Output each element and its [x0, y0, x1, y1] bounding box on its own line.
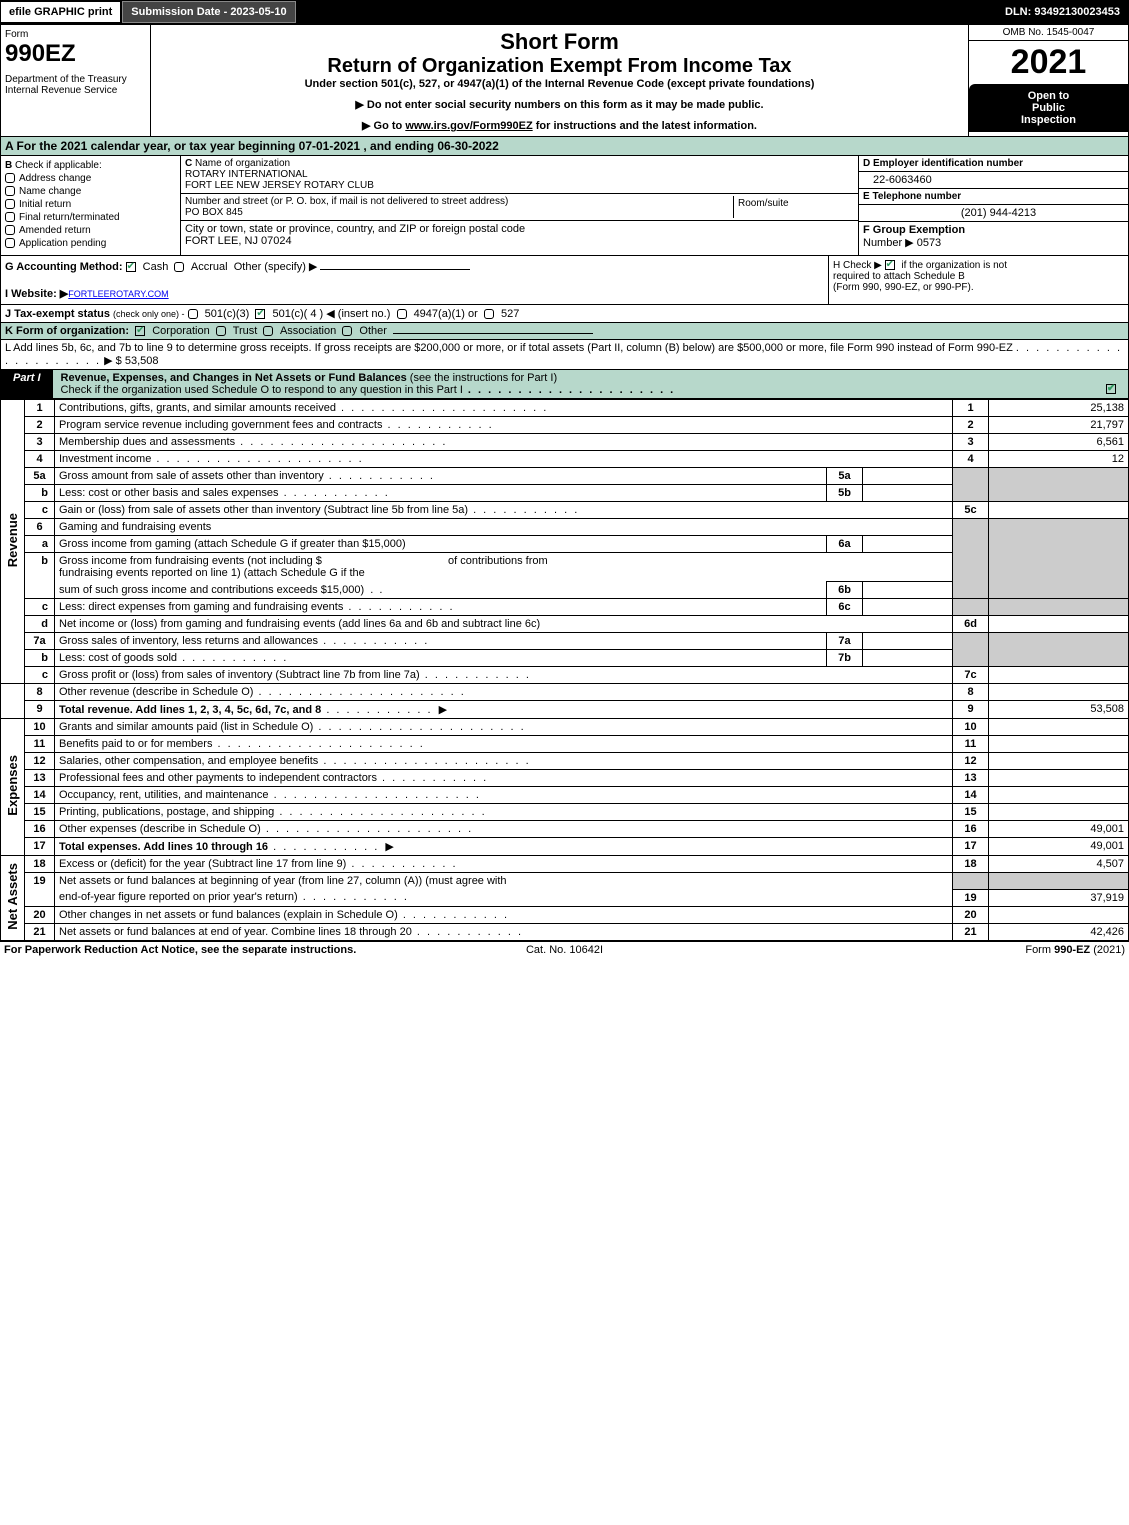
footer: For Paperwork Reduction Act Notice, see …	[0, 941, 1129, 958]
tax-year: 2021	[969, 41, 1128, 84]
org-city: FORT LEE, NJ 07024	[185, 235, 292, 247]
form-ref: Form 990-EZ (2021)	[751, 944, 1125, 956]
line-9-value: 53,508	[989, 701, 1129, 719]
omb-number: OMB No. 1545-0047	[969, 25, 1128, 41]
dept-treasury: Department of the Treasury	[5, 74, 146, 85]
form-header: Form 990EZ Department of the Treasury In…	[0, 24, 1129, 137]
paperwork-notice: For Paperwork Reduction Act Notice, see …	[4, 944, 378, 956]
revenue-side-label: Revenue	[1, 400, 25, 684]
section-c: C Name of organization ROTARY INTERNATIO…	[181, 156, 858, 255]
chk-527[interactable]	[484, 309, 494, 319]
chk-corp[interactable]	[135, 326, 145, 336]
org-name-1: ROTARY INTERNATIONAL	[185, 169, 308, 180]
chk-501c[interactable]	[255, 309, 265, 319]
inst-goto: ▶ Go to www.irs.gov/Form990EZ for instru…	[155, 119, 964, 132]
group-number: 0573	[917, 237, 941, 249]
chk-cash[interactable]	[126, 262, 136, 272]
irs-label: Internal Revenue Service	[5, 85, 146, 96]
chk-initial-return[interactable]: Initial return	[5, 199, 176, 210]
line-16-value: 49,001	[989, 821, 1129, 838]
line-4-value: 12	[989, 451, 1129, 468]
chk-address-change[interactable]: Address change	[5, 173, 176, 184]
expenses-side-label: Expenses	[1, 719, 25, 856]
submission-date-button[interactable]: Submission Date - 2023-05-10	[122, 1, 295, 23]
net-assets-side-label: Net Assets	[1, 856, 25, 941]
chk-other-org[interactable]	[342, 326, 352, 336]
return-title: Return of Organization Exempt From Incom…	[155, 55, 964, 78]
line-1-value: 25,138	[989, 400, 1129, 417]
chk-name-change[interactable]: Name change	[5, 186, 176, 197]
chk-application-pending[interactable]: Application pending	[5, 238, 176, 249]
cat-no: Cat. No. 10642I	[378, 944, 752, 956]
section-a: A For the 2021 calendar year, or tax yea…	[0, 137, 1129, 156]
ein-label: D Employer identification number	[863, 158, 1023, 169]
phone-label: E Telephone number	[863, 191, 961, 202]
irs-link[interactable]: www.irs.gov/Form990EZ	[405, 120, 532, 132]
section-k: K Form of organization: Corporation Trus…	[0, 323, 1129, 340]
part-1-table: Revenue 1 Contributions, gifts, grants, …	[0, 399, 1129, 941]
chk-accrual[interactable]	[174, 262, 184, 272]
form-label: Form	[5, 29, 146, 40]
subtitle: Under section 501(c), 527, or 4947(a)(1)…	[155, 78, 964, 90]
line-19-value: 37,919	[989, 889, 1129, 906]
chk-schedule-b[interactable]	[885, 260, 895, 270]
phone-value: (201) 944-4213	[859, 205, 1128, 221]
dln-text: DLN: 93492130023453	[997, 2, 1128, 22]
line-18-value: 4,507	[989, 856, 1129, 873]
room-suite-label: Room/suite	[734, 196, 854, 218]
group-exempt-label: F Group Exemption	[863, 224, 965, 236]
chk-schedule-o[interactable]	[1106, 384, 1116, 394]
open-inspection: Open to Public Inspection	[969, 84, 1128, 132]
city-label: City or town, state or province, country…	[185, 223, 525, 235]
chk-assoc[interactable]	[263, 326, 273, 336]
section-de: D Employer identification number 22-6063…	[858, 156, 1128, 255]
part-1-header: Part I Revenue, Expenses, and Changes in…	[0, 370, 1129, 399]
part-1-tag: Part I	[1, 370, 53, 398]
short-form-title: Short Form	[155, 29, 964, 55]
addr-label: Number and street (or P. O. box, if mail…	[185, 196, 508, 207]
chk-4947[interactable]	[397, 309, 407, 319]
line-3-value: 6,561	[989, 434, 1129, 451]
line-21-value: 42,426	[989, 923, 1129, 940]
chk-501c3[interactable]	[188, 309, 198, 319]
line-17-value: 49,001	[989, 838, 1129, 856]
org-address: PO BOX 845	[185, 207, 243, 218]
chk-trust[interactable]	[216, 326, 226, 336]
section-j: J Tax-exempt status (check only one) - 5…	[0, 305, 1129, 323]
section-l: L Add lines 5b, 6c, and 7b to line 9 to …	[0, 340, 1129, 370]
form-number: 990EZ	[5, 40, 146, 68]
efile-print-button[interactable]: efile GRAPHIC print	[1, 2, 122, 22]
website-link[interactable]: FORTLEEROTARY.COM	[68, 289, 168, 299]
inst-ssn: ▶ Do not enter social security numbers o…	[155, 98, 964, 111]
chk-amended-return[interactable]: Amended return	[5, 225, 176, 236]
main-info: B Check if applicable: Address change Na…	[0, 156, 1129, 256]
chk-final-return[interactable]: Final return/terminated	[5, 212, 176, 223]
section-gh: G Accounting Method: Cash Accrual Other …	[0, 256, 1129, 305]
section-b: B Check if applicable: Address change Na…	[1, 156, 181, 255]
line-2-value: 21,797	[989, 417, 1129, 434]
org-name-2: FORT LEE NEW JERSEY ROTARY CLUB	[185, 180, 374, 191]
topbar: efile GRAPHIC print Submission Date - 20…	[0, 0, 1129, 24]
gross-receipts: $ 53,508	[116, 355, 159, 367]
ein-value: 22-6063460	[859, 172, 1128, 188]
